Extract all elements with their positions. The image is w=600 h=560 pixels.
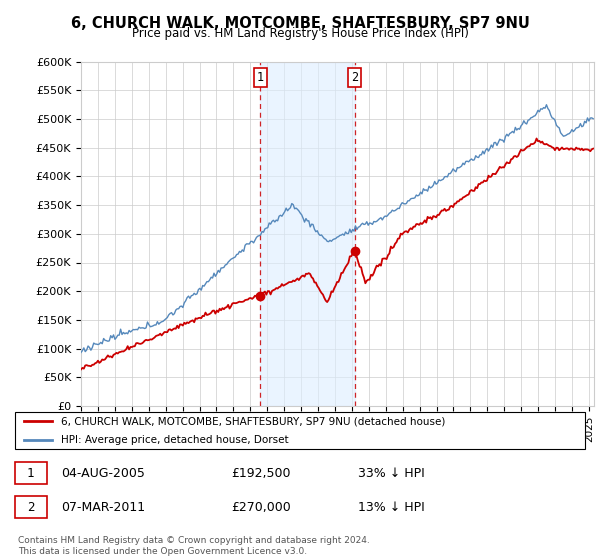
FancyBboxPatch shape	[15, 412, 585, 449]
Text: 2: 2	[351, 71, 358, 83]
Text: 1: 1	[27, 466, 34, 480]
Text: 6, CHURCH WALK, MOTCOMBE, SHAFTESBURY, SP7 9NU (detached house): 6, CHURCH WALK, MOTCOMBE, SHAFTESBURY, S…	[61, 417, 445, 426]
Text: £192,500: £192,500	[231, 466, 290, 480]
Text: 13% ↓ HPI: 13% ↓ HPI	[358, 501, 424, 514]
Text: HPI: Average price, detached house, Dorset: HPI: Average price, detached house, Dors…	[61, 435, 289, 445]
Text: 33% ↓ HPI: 33% ↓ HPI	[358, 466, 424, 480]
FancyBboxPatch shape	[15, 462, 47, 484]
Text: 6, CHURCH WALK, MOTCOMBE, SHAFTESBURY, SP7 9NU: 6, CHURCH WALK, MOTCOMBE, SHAFTESBURY, S…	[71, 16, 529, 31]
Text: 1: 1	[257, 71, 263, 83]
Text: £270,000: £270,000	[231, 501, 290, 514]
Text: 07-MAR-2011: 07-MAR-2011	[61, 501, 145, 514]
Text: Price paid vs. HM Land Registry's House Price Index (HPI): Price paid vs. HM Land Registry's House …	[131, 27, 469, 40]
Text: Contains HM Land Registry data © Crown copyright and database right 2024.
This d: Contains HM Land Registry data © Crown c…	[18, 536, 370, 556]
FancyBboxPatch shape	[15, 496, 47, 519]
Text: 2: 2	[27, 501, 34, 514]
Bar	[260, 62, 355, 406]
Text: 04-AUG-2005: 04-AUG-2005	[61, 466, 145, 480]
